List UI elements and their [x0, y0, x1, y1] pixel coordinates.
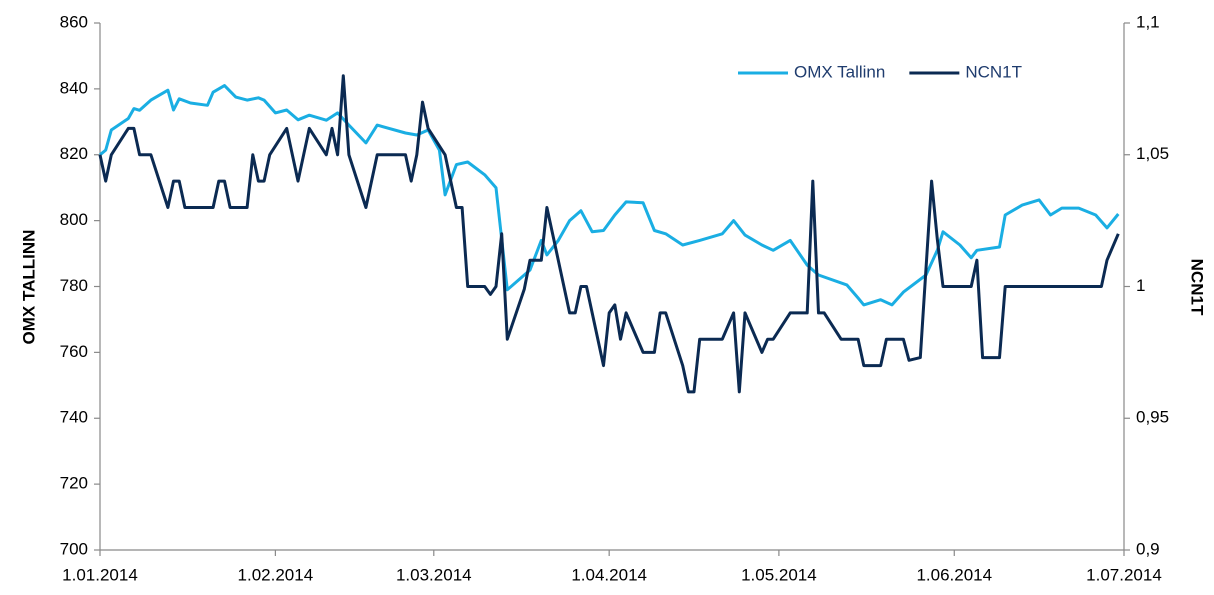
y-tick-label: 820 [60, 144, 88, 163]
line-series [99, 84, 1120, 307]
y-tick-label: 840 [60, 78, 88, 97]
y2-axis-label: NCN1T [1188, 259, 1207, 316]
y-tick-label: 700 [60, 539, 88, 558]
x-tick-label: 1.01.2014 [62, 565, 138, 584]
legend-label: NCN1T [965, 62, 1022, 81]
y-tick-label: 780 [60, 276, 88, 295]
x-tick-label: 1.02.2014 [238, 565, 314, 584]
y2-tick-label: 1,1 [1136, 12, 1160, 31]
x-tick-label: 1.03.2014 [396, 565, 472, 584]
y-tick-label: 720 [60, 474, 88, 493]
x-tick-label: 1.06.2014 [916, 565, 992, 584]
legend-label: OMX Tallinn [794, 62, 885, 81]
y-tick-label: 860 [60, 12, 88, 31]
y-axis-label: OMX TALLINN [19, 230, 38, 345]
x-tick-label: 1.04.2014 [571, 565, 647, 584]
y2-tick-label: 1,05 [1136, 144, 1169, 163]
y2-tick-label: 1 [1136, 276, 1145, 295]
y-tick-label: 740 [60, 408, 88, 427]
x-tick-label: 1.05.2014 [741, 565, 817, 584]
line-series [98, 74, 1120, 394]
y-tick-label: 760 [60, 342, 88, 361]
y2-tick-label: 0,9 [1136, 539, 1160, 558]
y2-tick-label: 0,95 [1136, 408, 1169, 427]
x-tick-label: 1.07.2014 [1086, 565, 1162, 584]
y-tick-label: 800 [60, 210, 88, 229]
